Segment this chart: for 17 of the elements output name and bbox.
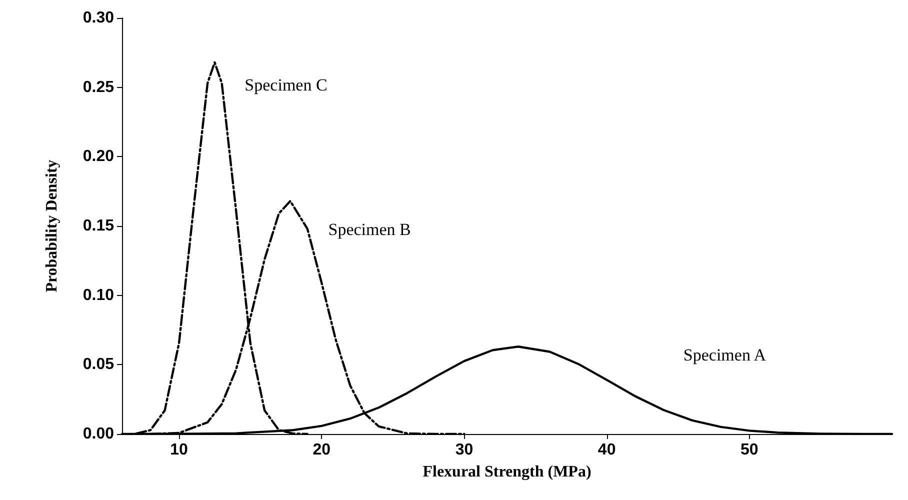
y-tick-label: 0.15: [82, 218, 114, 234]
x-tick-label: 30: [455, 442, 474, 458]
series-label: Specimen B: [328, 220, 411, 240]
text: Specimen A: [683, 346, 767, 365]
y-axis-title: Probability Density: [44, 160, 60, 292]
series-label: Specimen C: [244, 75, 328, 94]
y-tick-label: 0.20: [82, 148, 114, 166]
x-axis-title: Flexural Strength (MPa): [422, 464, 592, 480]
x-tick-label: 10: [170, 442, 188, 458]
x-tick-label: 20: [312, 442, 331, 458]
y-tick-label: 0.30: [82, 10, 114, 26]
y-tick-label: 0.25: [82, 78, 114, 96]
x-tick-label: 40: [598, 442, 616, 458]
y-tick-label: 0.00: [82, 426, 114, 442]
x-tick-label: 50: [740, 442, 758, 458]
y-tick-label: 0.10: [82, 286, 114, 304]
y-tick-label: 0.05: [82, 356, 114, 374]
